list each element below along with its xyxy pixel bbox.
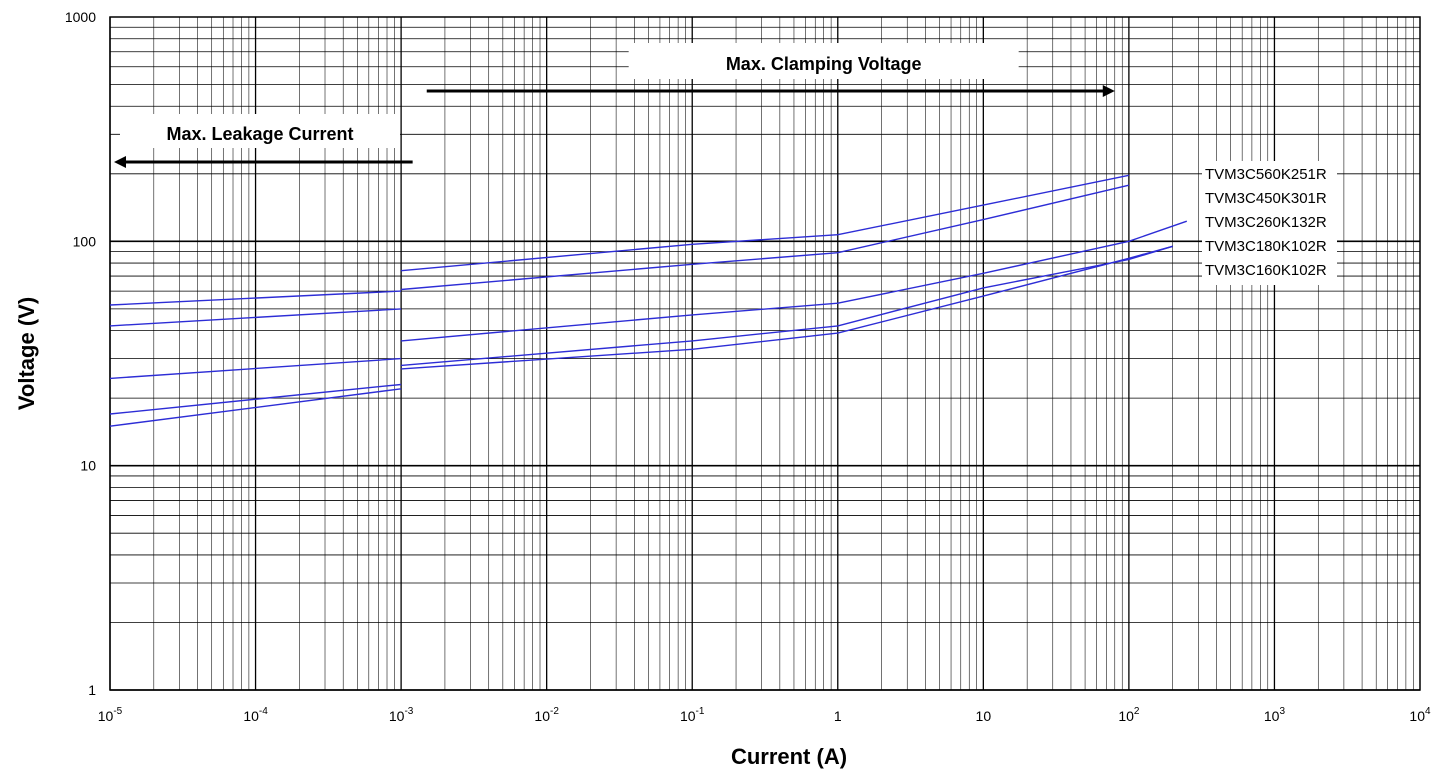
x-tick-label: 10-2 (534, 706, 559, 724)
x-tick-label: 1 (834, 708, 842, 724)
y-tick-label: 100 (73, 233, 97, 249)
legend-entry: TVM3C260K132R (1205, 214, 1327, 231)
x-tick-label: 10-5 (98, 706, 123, 724)
y-tick-label: 1000 (65, 9, 96, 25)
series-line-clamping-3 (401, 220, 1188, 342)
legend-entry: TVM3C560K251R (1205, 166, 1327, 183)
x-tick-label: 102 (1118, 706, 1140, 724)
legend-entry: TVM3C450K301R (1205, 190, 1327, 207)
clamping-label-box (628, 43, 1019, 79)
legend-entry: TVM3C160K102R (1205, 262, 1327, 279)
x-tick-label: 10-1 (680, 706, 705, 724)
annotations: Max. Clamping Voltage Max. Leakage Curre… (114, 43, 1115, 168)
x-tick-label: 10-3 (389, 706, 414, 724)
y-tick-label: 1 (88, 682, 96, 698)
x-tick-labels: 10-5 10-4 10-3 10-2 10-1 1 10 102 103 104 (98, 706, 1431, 724)
legend-entry: TVM3C180K102R (1205, 238, 1327, 255)
clamping-label: Max. Clamping Voltage (726, 54, 922, 74)
legend: TVM3C560K251R TVM3C450K301R TVM3C260K132R T… (1202, 161, 1337, 285)
legend-box (1202, 161, 1337, 285)
y-axis-title: Voltage (V) (14, 297, 39, 410)
series-line-leakage-3 (109, 357, 402, 380)
series-line-clamping-2 (401, 184, 1130, 291)
x-axis-title: Current (A) (731, 744, 847, 769)
series-line-leakage-5 (109, 388, 402, 427)
series-line-clamping-1 (401, 174, 1130, 272)
x-tick-label: 103 (1264, 706, 1286, 724)
y-tick-labels: 1 10 100 1000 (65, 9, 96, 698)
series-line-leakage-2 (109, 308, 402, 327)
leakage-label-box (120, 114, 400, 148)
leakage-label: Max. Leakage Current (166, 124, 353, 144)
series-line-clamping-5 (401, 245, 1173, 370)
series-line-leakage-1 (109, 290, 402, 306)
series-line-clamping-4 (401, 245, 1173, 367)
clamping-arrow-head (1102, 85, 1115, 97)
x-tick-label: 10-4 (243, 706, 268, 724)
x-tick-label: 10 (976, 708, 992, 724)
y-tick-label: 10 (80, 458, 96, 474)
leakage-arrow-head (114, 156, 126, 168)
series-lines (109, 174, 1188, 427)
x-tick-label: 104 (1409, 706, 1431, 724)
series-line-leakage-4 (109, 383, 402, 415)
plot-frame (109, 16, 1421, 691)
